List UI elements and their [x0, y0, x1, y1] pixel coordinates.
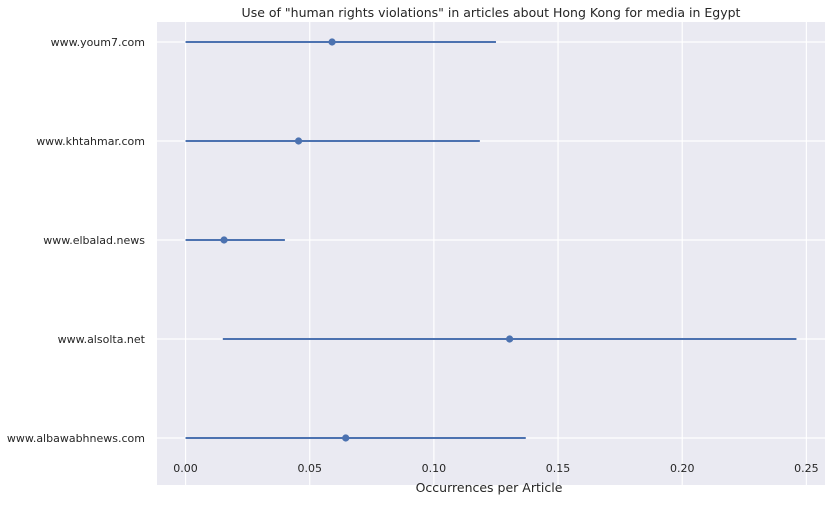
chart-title: Use of "human rights violations" in arti… — [242, 5, 741, 20]
series-marks — [185, 38, 797, 442]
x-axis-label: Occurrences per Article — [416, 480, 563, 495]
data-point — [294, 137, 303, 145]
x-tick-label: 0.20 — [670, 462, 695, 475]
y-tick-label: www.youm7.com — [51, 36, 145, 49]
x-tick-label: 0.00 — [173, 462, 198, 475]
plot-area — [157, 22, 825, 485]
data-point — [328, 38, 336, 46]
data-point — [506, 335, 514, 343]
x-tick-labels: 0.00 0.05 0.10 0.15 0.20 0.25 — [173, 462, 818, 475]
x-tick-label: 0.15 — [546, 462, 571, 475]
y-tick-label: www.albawabhnews.com — [7, 432, 145, 445]
x-tick-label: 0.10 — [422, 462, 447, 475]
y-tick-labels: www.youm7.com www.khtahmar.com www.elbalad… — [7, 36, 146, 445]
data-point — [342, 434, 350, 442]
y-tick-label: www.alsolta.net — [58, 333, 146, 346]
x-tick-label: 0.25 — [794, 462, 819, 475]
x-tick-label: 0.05 — [297, 462, 322, 475]
y-tick-label: www.khtahmar.com — [36, 135, 145, 148]
y-tick-label: www.elbalad.news — [43, 234, 145, 247]
data-point — [220, 236, 228, 244]
